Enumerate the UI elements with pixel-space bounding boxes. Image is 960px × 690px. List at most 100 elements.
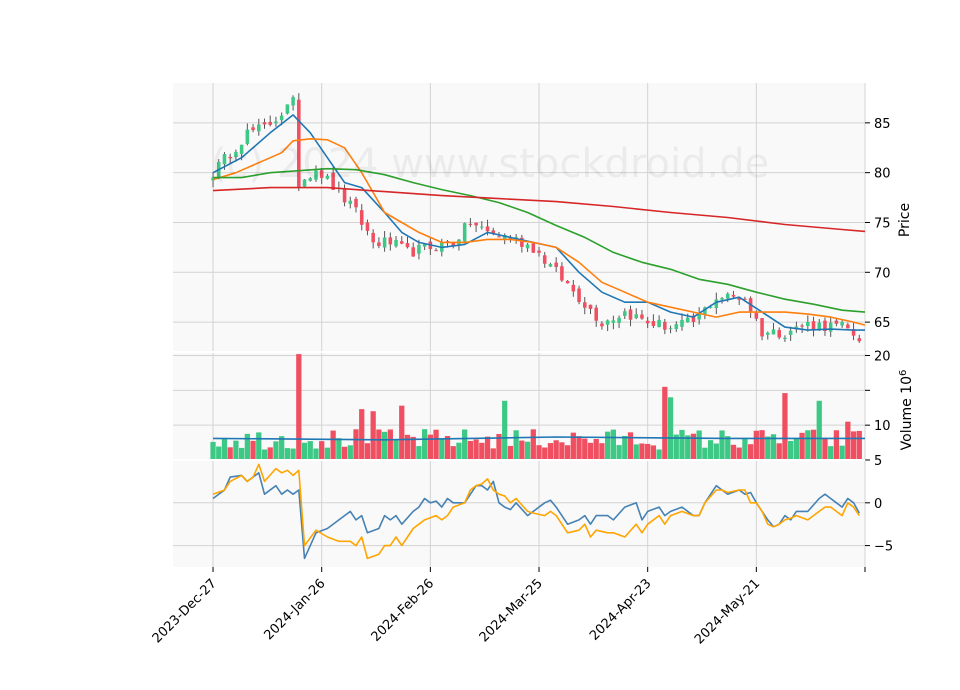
candle-body [411, 247, 415, 257]
volume-bar [547, 443, 554, 460]
volume-bar [656, 449, 662, 460]
candle-body [691, 315, 696, 322]
volume-bar [410, 436, 416, 460]
volume-bar [753, 430, 759, 460]
x-tick-label: 2024-Apr-23 [587, 576, 654, 643]
candle-body [645, 320, 650, 324]
volume-bar [576, 436, 582, 460]
price-ytick-label: 85 [874, 117, 891, 132]
price-ytick-label: 65 [874, 316, 891, 331]
candle-body [777, 330, 781, 338]
candle-body [554, 262, 558, 268]
x-tick-label: 2024-Mar-25 [477, 576, 546, 645]
volume-bar [279, 436, 285, 460]
volume-bar [570, 432, 576, 460]
candle-body [846, 324, 850, 329]
volume-bar [639, 443, 645, 460]
volume-average-line [212, 436, 865, 441]
candle-body [788, 330, 793, 335]
volume-bar [301, 442, 308, 460]
volume-axis-label: Volume 106 [898, 370, 916, 451]
volume-bar [627, 432, 634, 460]
volume-bar [645, 443, 651, 460]
candle-body [628, 309, 633, 320]
volume-bar [330, 430, 336, 460]
volume-bar [822, 437, 828, 460]
volume-bar [759, 430, 765, 460]
x-tick-label: 2024-Jan-26 [262, 576, 329, 643]
oscillator-ytick-label: −5 [874, 540, 893, 555]
volume-bar [324, 447, 331, 460]
volume-bar [462, 429, 468, 460]
candle-body [800, 325, 804, 327]
candle-body [405, 243, 410, 248]
volume-bar [536, 445, 542, 460]
moving-average-line [213, 167, 866, 313]
candle-body [651, 321, 656, 326]
volume-bar [788, 440, 794, 460]
volume-bar [530, 429, 536, 460]
price-ytick-label: 75 [874, 216, 891, 231]
oscillator-background [173, 460, 865, 567]
candle-body [491, 230, 496, 234]
candle-body [725, 293, 730, 299]
volume-bar [216, 446, 222, 460]
candle-body [422, 244, 427, 247]
candle-body [600, 323, 604, 327]
volume-bar [553, 440, 559, 460]
volume-bar [713, 443, 719, 460]
candle-body [319, 170, 324, 178]
candle-body [611, 320, 616, 323]
candle-body [663, 321, 667, 330]
candle-body [394, 239, 398, 247]
volume-bar [622, 435, 628, 460]
candle-body [565, 280, 570, 284]
x-axis: 2023-Dec-27 2024-Jan-26 2024-Feb-26 2024-Ma… [150, 567, 866, 647]
candle-body [605, 320, 610, 325]
volume-bar [730, 444, 737, 460]
candle-body [674, 324, 679, 330]
oscillator-ytick-label: 0 [874, 497, 882, 512]
volume-bar [359, 409, 365, 460]
candle-body [285, 104, 290, 114]
candle-body [262, 122, 267, 125]
volume-bar [582, 438, 588, 460]
candle-body [325, 175, 330, 179]
candle-body [594, 307, 598, 321]
candle-body [828, 322, 833, 332]
volume-bar [393, 440, 399, 460]
volume-bar [444, 435, 451, 460]
volume-bar [467, 440, 474, 460]
volume-bar [296, 354, 302, 460]
volume-bar [473, 439, 479, 460]
volume-bar [416, 446, 422, 460]
moving-average-line [212, 186, 866, 233]
candle-body [697, 313, 701, 320]
volume-bar [233, 440, 239, 460]
volume-bar [587, 442, 594, 460]
candle-body [823, 320, 827, 331]
price-panel: 65 70 75 80 85 [173, 83, 891, 352]
volume-bar [439, 438, 445, 460]
volume-bar [725, 436, 731, 460]
candle-body [359, 210, 364, 225]
volume-bar [319, 441, 325, 460]
candle-body [634, 314, 639, 319]
candle-body [417, 244, 421, 254]
volume-bar [736, 447, 742, 460]
candle-body [783, 337, 787, 340]
volume-bar [370, 411, 376, 460]
candle-body [497, 236, 501, 238]
candle-body [737, 298, 741, 300]
volume-bar [221, 438, 228, 460]
volume-bar [261, 449, 268, 460]
candle-body [680, 319, 684, 327]
candle-body [714, 299, 719, 309]
volume-bar [696, 430, 702, 460]
volume-bar [690, 433, 697, 460]
candle-body [234, 151, 238, 157]
volume-bar [507, 445, 514, 460]
price-ytick-label: 70 [874, 266, 891, 281]
volume-bar [250, 440, 256, 460]
volume-ytick-label: 20 [874, 349, 891, 364]
